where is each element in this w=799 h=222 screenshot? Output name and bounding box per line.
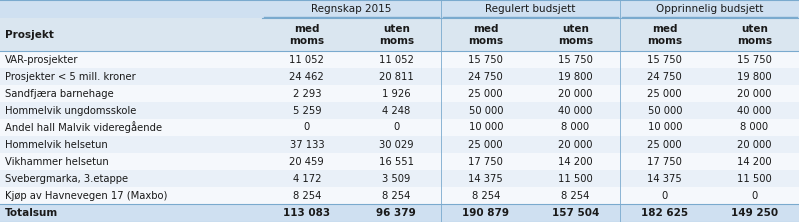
- Text: 14 375: 14 375: [647, 174, 682, 184]
- Text: moms: moms: [468, 36, 503, 46]
- Text: Sandfjæra barnehage: Sandfjæra barnehage: [5, 89, 113, 99]
- Text: 25 000: 25 000: [468, 89, 503, 99]
- Text: 11 052: 11 052: [379, 54, 414, 65]
- Text: 157 504: 157 504: [551, 208, 599, 218]
- Text: 10 000: 10 000: [647, 123, 682, 133]
- Text: 4 172: 4 172: [292, 174, 321, 184]
- Text: 20 000: 20 000: [558, 139, 593, 149]
- Text: 149 250: 149 250: [731, 208, 777, 218]
- Bar: [0, 51, 799, 68]
- Text: 20 000: 20 000: [558, 89, 593, 99]
- Text: 11 500: 11 500: [737, 174, 772, 184]
- Text: moms: moms: [737, 36, 772, 46]
- Text: 2 293: 2 293: [292, 89, 321, 99]
- Bar: [0, 170, 799, 187]
- Text: uten: uten: [741, 24, 768, 34]
- Bar: [0, 153, 799, 170]
- Text: 25 000: 25 000: [647, 89, 682, 99]
- Bar: [0, 102, 799, 119]
- Text: Opprinnelig budsjett: Opprinnelig budsjett: [656, 4, 763, 14]
- Text: 5 259: 5 259: [292, 105, 321, 115]
- Text: 14 375: 14 375: [468, 174, 503, 184]
- Text: 8 000: 8 000: [740, 123, 769, 133]
- Text: 8 254: 8 254: [382, 190, 411, 200]
- Text: 16 551: 16 551: [379, 157, 414, 166]
- Bar: [0, 204, 799, 222]
- Text: uten: uten: [562, 24, 589, 34]
- Text: 17 750: 17 750: [647, 157, 682, 166]
- Text: 50 000: 50 000: [647, 105, 682, 115]
- Text: 14 200: 14 200: [737, 157, 772, 166]
- Text: 24 750: 24 750: [647, 71, 682, 81]
- Text: 20 000: 20 000: [737, 139, 772, 149]
- Text: 40 000: 40 000: [737, 105, 772, 115]
- Text: 96 379: 96 379: [376, 208, 416, 218]
- Text: 113 083: 113 083: [284, 208, 330, 218]
- Text: Hommelvik ungdomsskole: Hommelvik ungdomsskole: [5, 105, 137, 115]
- Text: med: med: [652, 24, 678, 34]
- Text: 50 000: 50 000: [468, 105, 503, 115]
- Text: 25 000: 25 000: [647, 139, 682, 149]
- Text: 11 052: 11 052: [289, 54, 324, 65]
- Text: 37 133: 37 133: [289, 139, 324, 149]
- Text: 19 800: 19 800: [558, 71, 593, 81]
- Bar: [0, 68, 799, 85]
- Bar: [0, 18, 799, 51]
- Text: 17 750: 17 750: [468, 157, 503, 166]
- Text: 3 509: 3 509: [382, 174, 411, 184]
- Text: moms: moms: [558, 36, 593, 46]
- Text: 8 254: 8 254: [471, 190, 500, 200]
- Text: Vikhammer helsetun: Vikhammer helsetun: [5, 157, 109, 166]
- Text: 1 926: 1 926: [382, 89, 411, 99]
- Text: 20 811: 20 811: [379, 71, 414, 81]
- Text: 20 459: 20 459: [289, 157, 324, 166]
- Text: 190 879: 190 879: [463, 208, 509, 218]
- Text: 24 750: 24 750: [468, 71, 503, 81]
- Text: med: med: [294, 24, 320, 34]
- Text: 15 750: 15 750: [558, 54, 593, 65]
- Text: 8 000: 8 000: [561, 123, 590, 133]
- Text: VAR-prosjekter: VAR-prosjekter: [5, 54, 78, 65]
- Text: 0: 0: [304, 123, 310, 133]
- Text: 15 750: 15 750: [737, 54, 772, 65]
- Text: Prosjekt: Prosjekt: [5, 30, 54, 40]
- Text: Andel hall Malvik videregående: Andel hall Malvik videregående: [5, 122, 162, 133]
- Text: uten: uten: [383, 24, 410, 34]
- Text: Kjøp av Havnevegen 17 (Maxbo): Kjøp av Havnevegen 17 (Maxbo): [5, 190, 167, 200]
- Text: Regulert budsjett: Regulert budsjett: [485, 4, 576, 14]
- Text: 11 500: 11 500: [558, 174, 593, 184]
- Text: moms: moms: [289, 36, 324, 46]
- Text: 182 625: 182 625: [642, 208, 688, 218]
- Text: 25 000: 25 000: [468, 139, 503, 149]
- Text: 15 750: 15 750: [647, 54, 682, 65]
- Text: 24 462: 24 462: [289, 71, 324, 81]
- Text: Totalsum: Totalsum: [5, 208, 58, 218]
- Text: 0: 0: [751, 190, 757, 200]
- Text: 8 254: 8 254: [292, 190, 321, 200]
- Text: 19 800: 19 800: [737, 71, 772, 81]
- Text: Prosjekter < 5 mill. kroner: Prosjekter < 5 mill. kroner: [5, 71, 136, 81]
- Bar: [0, 119, 799, 136]
- Text: 10 000: 10 000: [468, 123, 503, 133]
- Text: 8 254: 8 254: [561, 190, 590, 200]
- Text: 0: 0: [393, 123, 400, 133]
- Text: 40 000: 40 000: [558, 105, 593, 115]
- Bar: [0, 187, 799, 204]
- Text: Svebergmarka, 3.etappe: Svebergmarka, 3.etappe: [5, 174, 128, 184]
- Text: 20 000: 20 000: [737, 89, 772, 99]
- Text: Regnskap 2015: Regnskap 2015: [312, 4, 392, 14]
- Text: 0: 0: [662, 190, 668, 200]
- Text: med: med: [473, 24, 499, 34]
- Bar: [0, 136, 799, 153]
- Bar: [0, 0, 799, 18]
- Text: 4 248: 4 248: [382, 105, 411, 115]
- Text: Hommelvik helsetun: Hommelvik helsetun: [5, 139, 108, 149]
- Text: 30 029: 30 029: [379, 139, 414, 149]
- Text: 15 750: 15 750: [468, 54, 503, 65]
- Bar: [0, 85, 799, 102]
- Text: moms: moms: [379, 36, 414, 46]
- Text: 14 200: 14 200: [558, 157, 593, 166]
- Text: moms: moms: [647, 36, 682, 46]
